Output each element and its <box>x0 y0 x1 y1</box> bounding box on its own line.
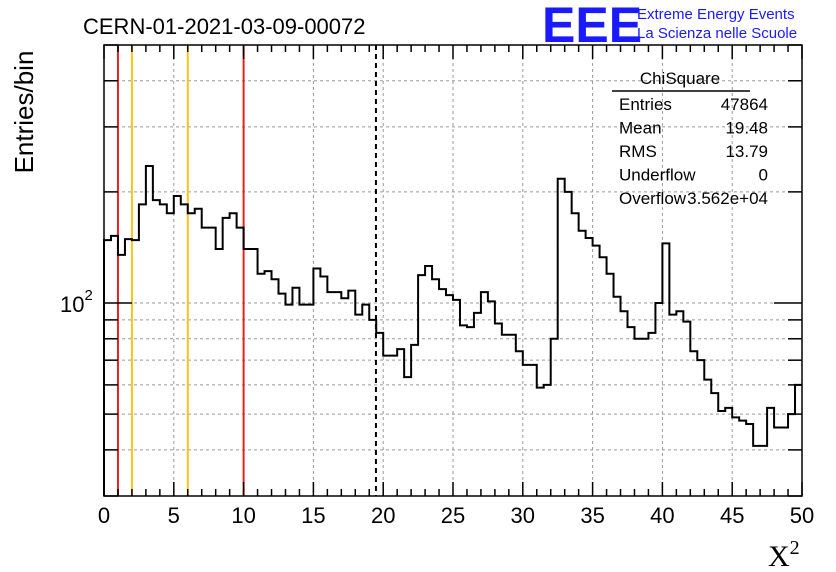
stats-box: ChiSquare Entries 47864 Mean 19.48 RMS 13.79 U… <box>612 69 768 208</box>
y-tick-label: 102 <box>60 287 93 317</box>
x-tick-labels: 0 5 10 15 20 25 30 35 40 45 50 <box>98 503 814 528</box>
x-tick-label: 30 <box>511 503 535 528</box>
x-tick-label: 40 <box>650 503 674 528</box>
histogram-series <box>103 165 802 496</box>
x-tick-label: 20 <box>371 503 395 528</box>
x-tick-label: 35 <box>580 503 604 528</box>
x-tick-label: 0 <box>98 503 110 528</box>
eee-logo-line2: La Scienza nelle Scuole <box>637 25 797 42</box>
stats-row-label: Mean <box>619 119 662 138</box>
stats-row-label: RMS <box>619 142 657 161</box>
stats-row-value: 47864 <box>721 95 768 114</box>
stats-row-label: Entries <box>619 95 672 114</box>
x-tick-label: 15 <box>301 503 325 528</box>
x-axis-label: X2 <box>768 537 800 572</box>
grid-lines <box>104 44 802 497</box>
stats-box-title: ChiSquare <box>640 69 720 88</box>
y-axis-label: Entries/bin <box>9 51 39 174</box>
x-tick-label: 25 <box>441 503 465 528</box>
stats-row-label: Underflow <box>619 166 696 185</box>
reference-lines <box>116 45 377 496</box>
stats-box-rows: Entries 47864 Mean 19.48 RMS 13.79 Underflow 0 O… <box>619 95 768 208</box>
eee-logo-line1: Extreme Energy Events <box>637 6 795 23</box>
axis-ticks <box>103 44 803 497</box>
stats-row-value: 19.48 <box>725 119 768 138</box>
stats-row-label: Overflow <box>619 189 687 208</box>
x-tick-label: 50 <box>790 503 814 528</box>
chart-title: CERN-01-2021-03-09-00072 <box>83 14 366 39</box>
x-tick-label: 45 <box>720 503 744 528</box>
stats-row-value: 13.79 <box>725 142 768 161</box>
x-tick-label: 10 <box>231 503 255 528</box>
x-tick-label: 5 <box>168 503 180 528</box>
eee-logo-mark: EEE <box>542 0 642 53</box>
stats-row-value: 0 <box>759 166 768 185</box>
eee-logo: EEE Extreme Energy Events La Scienza nel… <box>542 0 797 53</box>
stats-row-value: 3.562e+04 <box>687 189 768 208</box>
